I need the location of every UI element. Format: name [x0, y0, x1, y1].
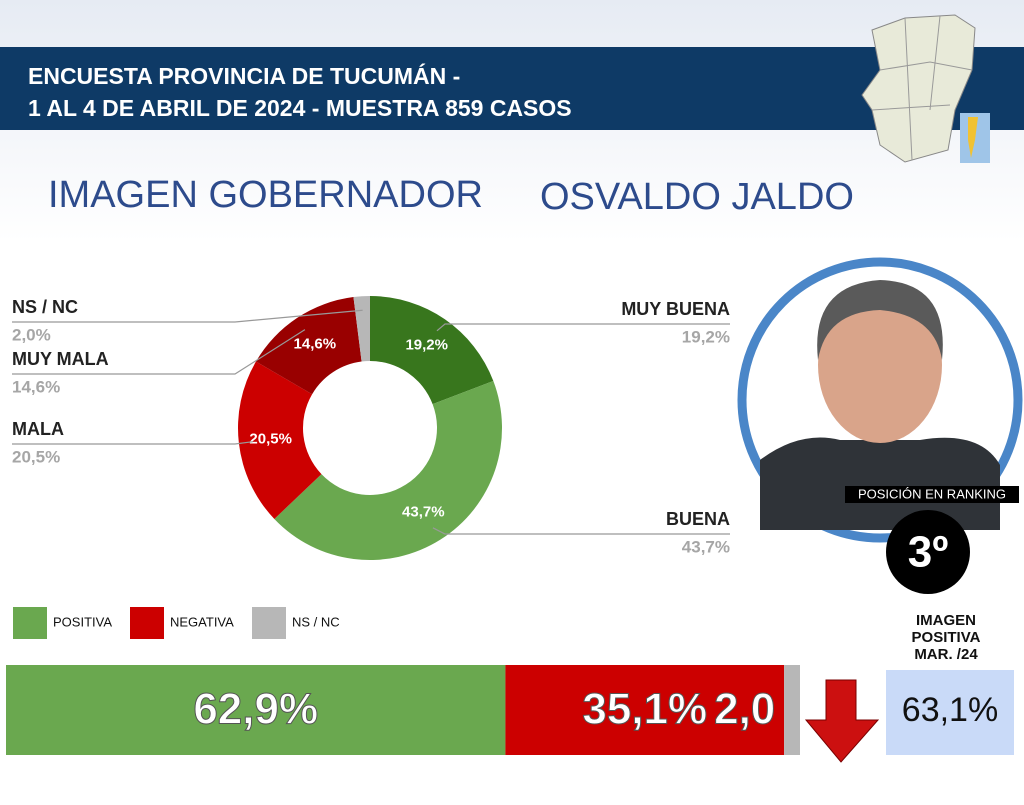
- donut-slice: [238, 361, 322, 519]
- ranking-label: POSICIÓN EN RANKING: [858, 486, 1006, 501]
- bar-label: 62,9%: [193, 685, 318, 734]
- subtitle: OSVALDO JALDO: [540, 176, 854, 218]
- leader-line: [432, 527, 730, 535]
- bar-segment: [6, 665, 506, 755]
- legend-swatch: [252, 607, 286, 639]
- ranking-band: [845, 486, 1019, 503]
- bar-label: 35,1%: [582, 685, 707, 734]
- legend-label: POSITIVA: [53, 614, 112, 629]
- photo: [737, 257, 1023, 543]
- map: [861, 14, 990, 163]
- category-value: 2,0%: [12, 325, 51, 344]
- slice-label: 19,2%: [405, 337, 448, 354]
- down-arrow: [804, 679, 880, 763]
- title: IMAGEN GOBERNADOR: [48, 174, 483, 216]
- ranking-position: 3º: [908, 528, 949, 577]
- bar-segment: [505, 665, 785, 755]
- leader-line: [12, 329, 306, 375]
- legend-label: NEGATIVA: [170, 614, 234, 629]
- donut-slice: [274, 380, 502, 560]
- header-band: [0, 47, 1024, 130]
- donut-slice: [370, 296, 494, 405]
- header-line: ENCUESTA PROVINCIA DE TUCUMÁN -: [28, 62, 460, 89]
- category-value: 19,2%: [682, 327, 730, 346]
- leader-line: [12, 441, 253, 445]
- header-line: 1 AL 4 DE ABRIL DE 2024 - MUESTRA 859 CA…: [28, 95, 572, 121]
- previous-label: IMAGEN POSITIVA MAR. /24: [911, 612, 981, 663]
- donut-slice: [353, 296, 370, 362]
- leader-line: [12, 309, 363, 323]
- category-label: BUENA: [666, 509, 730, 529]
- slice-label: 14,6%: [294, 336, 337, 353]
- bar-label: 2,0: [714, 685, 775, 734]
- category-label: MUY MALA: [12, 349, 109, 369]
- legend-swatch: [130, 607, 164, 639]
- legend-swatch: [13, 607, 47, 639]
- donut-slice: [255, 297, 362, 395]
- ranking-badge: [886, 510, 970, 594]
- slice-label: 20,5%: [249, 431, 292, 448]
- category-label: NS / NC: [12, 297, 78, 317]
- bar-segment: [784, 665, 800, 755]
- category-value: 14,6%: [12, 377, 60, 396]
- leader-line: [436, 323, 730, 332]
- category-label: MALA: [12, 419, 64, 439]
- category-value: 20,5%: [12, 447, 60, 466]
- previous-box: [886, 670, 1014, 755]
- category-label: MUY BUENA: [621, 299, 730, 319]
- category-value: 43,7%: [682, 537, 730, 556]
- previous-value: 63,1%: [902, 691, 998, 729]
- slice-label: 43,7%: [402, 504, 445, 521]
- legend-label: NS / NC: [292, 614, 340, 629]
